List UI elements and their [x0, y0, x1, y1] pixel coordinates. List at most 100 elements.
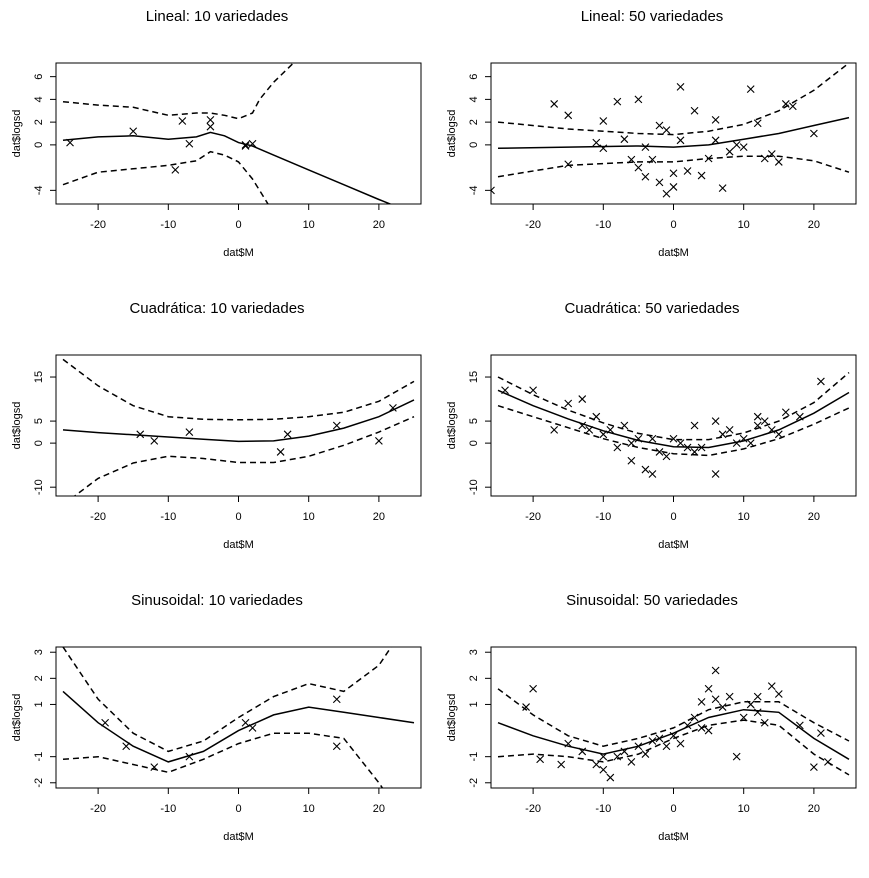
data-point: [620, 421, 629, 430]
chart-svg: -20 -10 0 10 20 -10 0 5 15 dat$M dat$logsd: [11, 354, 422, 551]
chart-svg: -20 -10 0 10 20 -4 0 2 4 6 dat$M dat$logsd: [11, 62, 422, 259]
data-point: [550, 426, 559, 434]
data-point: [185, 428, 194, 436]
data-point: [564, 160, 573, 169]
y-tick-label: 6: [33, 74, 45, 80]
x-axis-label: dat$M: [223, 539, 254, 551]
x-tick-label: 0: [235, 511, 241, 523]
y-tick-label: 0: [33, 440, 45, 446]
x-tick-label: 10: [738, 511, 750, 523]
data-point: [150, 763, 159, 771]
data-point: [718, 184, 727, 192]
data-point: [634, 742, 643, 751]
y-tick-label: 0: [468, 142, 480, 148]
data-point: [697, 171, 706, 180]
x-tick-label: 0: [670, 219, 676, 231]
x-tick-label: -20: [90, 511, 106, 523]
data-point: [781, 408, 790, 417]
confidence-band-curve: [497, 63, 850, 136]
data-point: [781, 100, 790, 108]
data-point: [332, 742, 341, 751]
x-tick-label: -20: [90, 803, 106, 815]
y-tick-label: -2: [468, 778, 480, 788]
data-point: [641, 143, 650, 152]
chart-svg: -20 -10 0 10 20 -4 0 2 4 6 dat$M dat$logsd: [446, 62, 857, 259]
y-tick-label: 5: [468, 418, 480, 424]
data-point: [690, 421, 699, 430]
y-tick-label: 2: [468, 675, 480, 681]
x-tick-label: -10: [160, 511, 176, 523]
data-point: [704, 726, 713, 735]
x-tick-label: 20: [808, 511, 820, 523]
data-point: [683, 443, 692, 452]
y-tick-label: -10: [33, 479, 45, 495]
data-point: [641, 465, 650, 474]
chart-title: Cuadrática: 50 variedades: [564, 300, 740, 317]
fitted-curve: [62, 690, 415, 763]
data-point: [557, 760, 566, 769]
data-point: [599, 752, 608, 761]
plot-area: [62, 647, 415, 788]
data-point: [585, 426, 594, 434]
y-tick-label: 3: [468, 649, 480, 655]
x-axis-label: dat$M: [658, 247, 689, 259]
plot-area: [497, 666, 850, 782]
data-point: [655, 448, 664, 456]
confidence-band-curve: [497, 404, 850, 457]
x-tick-label: -20: [90, 219, 106, 231]
x-tick-label: -10: [595, 803, 611, 815]
data-point: [578, 421, 587, 430]
data-point: [122, 742, 131, 751]
confidence-band-curve: [62, 150, 269, 204]
x-tick-label: 0: [235, 803, 241, 815]
x-tick-label: 10: [303, 219, 315, 231]
data-point: [150, 437, 159, 445]
data-point: [732, 140, 741, 149]
plot-frame: [490, 354, 857, 497]
fitted-curve: [497, 708, 850, 760]
fitted-curve: [62, 399, 415, 443]
data-point: [662, 126, 671, 134]
data-point: [676, 439, 685, 448]
data-point: [648, 155, 657, 164]
confidence-band-curve: [62, 358, 415, 421]
data-point: [662, 452, 671, 461]
data-point: [711, 470, 720, 478]
x-tick-label: -20: [525, 511, 541, 523]
data-point: [655, 734, 664, 743]
data-point: [529, 386, 538, 395]
data-point: [817, 377, 825, 386]
data-point: [774, 158, 783, 166]
data-point: [66, 138, 74, 147]
data-point: [634, 95, 643, 104]
data-point: [711, 136, 720, 145]
chart-svg: -20 -10 0 10 20 -2 -1 1 2 3 dat$M dat$logsd: [11, 646, 422, 843]
x-tick-label: -10: [160, 219, 176, 231]
data-point: [697, 724, 706, 732]
y-tick-label: -4: [468, 185, 480, 195]
data-point: [732, 439, 741, 448]
confidence-band-curve: [497, 372, 850, 441]
x-axis-label: dat$M: [223, 831, 254, 843]
data-point: [817, 729, 825, 738]
x-tick-label: 10: [738, 219, 750, 231]
data-point: [613, 752, 622, 761]
chart-title: Cuadrática: 10 variedades: [129, 300, 305, 317]
data-point: [795, 412, 804, 421]
chart-title: Sinusoidal: 10 variedades: [131, 592, 303, 609]
fitted-curve: [497, 116, 850, 150]
y-tick-label: 6: [468, 74, 480, 80]
data-point: [690, 713, 699, 722]
y-axis-label: dat$logsd: [446, 110, 458, 158]
y-tick-label: 1: [468, 701, 480, 707]
x-tick-label: -10: [595, 219, 611, 231]
data-point: [248, 724, 257, 732]
data-point: [620, 747, 629, 756]
x-tick-label: 0: [670, 803, 676, 815]
data-point: [753, 421, 762, 430]
data-point: [753, 692, 762, 701]
x-tick-label: 10: [738, 803, 750, 815]
y-tick-label: 0: [468, 440, 480, 446]
chart-panel-1: Lineal: 10 variedades -20 -10 0 10 20 -4 0 2 4 6 da…: [0, 0, 434, 292]
x-tick-label: 20: [373, 219, 385, 231]
